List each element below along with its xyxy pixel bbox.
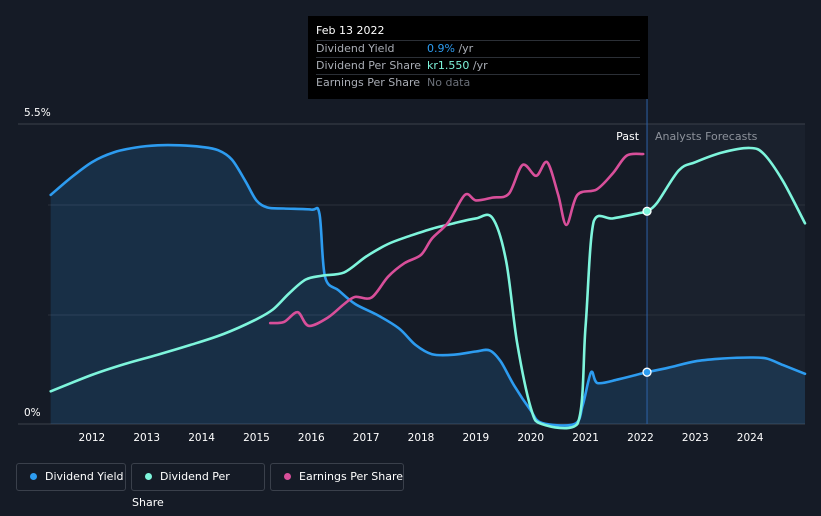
x-tick-label: 2020 (517, 432, 544, 444)
earnings-per-share-line (268, 152, 645, 328)
legend-dividend-yield[interactable]: Dividend Yield (16, 463, 126, 491)
x-tick-label: 2022 (627, 432, 654, 444)
tooltip-row-dividend-per-share: Dividend Per Share kr1.550 /yr (316, 57, 640, 75)
x-tick-label: 2013 (133, 432, 160, 444)
legend-dot-icon (284, 472, 291, 480)
dividend-yield-area (50, 145, 805, 426)
legend-label: Dividend Per Share (132, 470, 230, 509)
x-tick-label: 2019 (463, 432, 490, 444)
x-tick-label: 2024 (737, 432, 764, 444)
legend-dot-icon (145, 472, 152, 480)
hover-tooltip: Feb 13 2022 Dividend Yield 0.9% /yr Divi… (308, 16, 648, 99)
x-tick-label: 2021 (572, 432, 599, 444)
past-region-label: Past (616, 130, 640, 143)
y-axis-top-label: 5.5% (24, 107, 51, 119)
legend-dot-icon (30, 472, 37, 480)
y-axis-bottom-label: 0% (24, 407, 41, 419)
x-tick-label: 2018 (408, 432, 435, 444)
x-tick-label: 2012 (79, 432, 106, 444)
x-tick-label: 2016 (298, 432, 325, 444)
tooltip-row-label: Dividend Per Share (316, 59, 422, 72)
legend-earnings-per-share[interactable]: Earnings Per Share (270, 463, 404, 491)
forecast-region-label: Analysts Forecasts (655, 130, 758, 143)
x-tick-label: 2023 (682, 432, 709, 444)
x-tick-label: 2014 (188, 432, 215, 444)
legend-label: Earnings Per Share (299, 470, 404, 483)
tooltip-row-value: No data (427, 76, 471, 89)
tooltip-row-earnings-per-share: Earnings Per Share No data (316, 74, 640, 92)
dividend-yield-marker (642, 367, 652, 377)
tooltip-row-value: kr1.550 /yr (427, 59, 488, 72)
legend-label: Dividend Yield (45, 470, 124, 483)
tooltip-row-label: Dividend Yield (316, 42, 395, 55)
tooltip-row-value: 0.9% /yr (427, 42, 474, 55)
x-tick-label: 2015 (243, 432, 270, 444)
dividend-per-share-marker (642, 206, 652, 216)
tooltip-date: Feb 13 2022 (316, 24, 385, 37)
legend-dividend-per-share[interactable]: Dividend Per Share (131, 463, 265, 509)
tooltip-row-label: Earnings Per Share (316, 76, 421, 89)
tooltip-row-dividend-yield: Dividend Yield 0.9% /yr (316, 40, 640, 58)
x-tick-label: 2017 (353, 432, 380, 444)
dividend-per-share-line (49, 146, 807, 430)
